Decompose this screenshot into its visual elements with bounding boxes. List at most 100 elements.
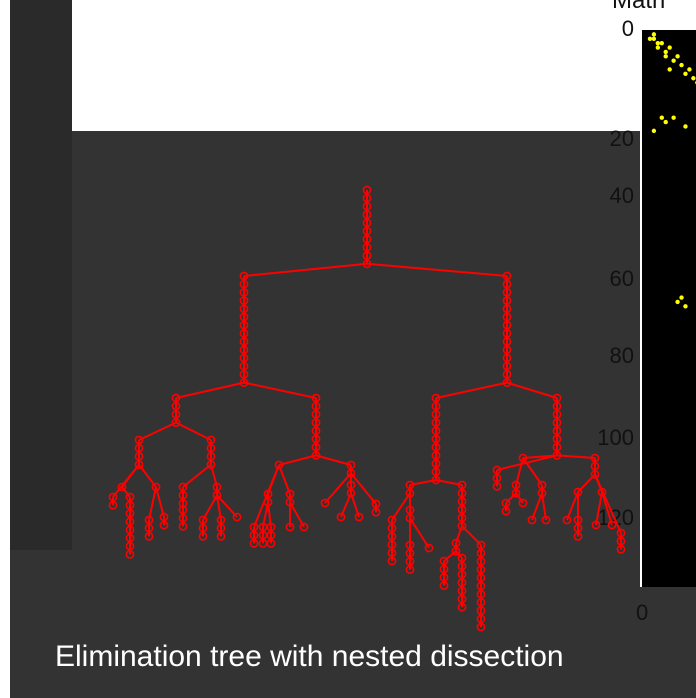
tree-node (159, 520, 169, 530)
tree-node (502, 296, 512, 305)
tree-node (573, 515, 583, 525)
spy-point (659, 40, 664, 46)
left-window-edge (0, 0, 10, 698)
background-dark-panel (10, 0, 72, 550)
tree-node (591, 520, 601, 530)
spy-point (663, 54, 668, 59)
tree-node (171, 401, 181, 411)
tree-edge (324, 472, 352, 504)
tree-edge (435, 381, 508, 399)
tree-node (125, 525, 135, 535)
tree-node (573, 532, 583, 541)
tree-node (476, 622, 486, 632)
tree-node (239, 320, 249, 330)
tree-node (387, 515, 397, 525)
tree-node (552, 434, 562, 444)
tree-node (541, 515, 551, 525)
tree-node (387, 548, 397, 558)
tree-node (451, 546, 461, 556)
tree-node (266, 530, 276, 540)
spy-point (683, 71, 688, 77)
tree-node (311, 418, 321, 427)
tree-node (362, 226, 372, 236)
tree-edge (522, 454, 558, 459)
tree-node (439, 556, 449, 566)
figure-caption: Elimination tree with nested dissection (55, 640, 564, 673)
tree-node (590, 461, 600, 471)
tree-node (144, 523, 154, 533)
tree-node (518, 498, 528, 508)
tree-node (457, 513, 467, 523)
tree-node (502, 361, 512, 371)
y-tick-label: 40 (609, 183, 634, 208)
tree-node (502, 328, 512, 338)
tree-node (537, 480, 547, 490)
tree-node (573, 523, 583, 533)
spy-point (671, 115, 676, 120)
tree-edge (522, 457, 543, 486)
tree-node (134, 443, 144, 453)
tree-node (134, 460, 144, 469)
tree-node (159, 512, 169, 522)
tree-node (108, 492, 118, 502)
tree-node (249, 530, 259, 540)
tree-node (501, 506, 511, 516)
tree-edge (515, 457, 524, 486)
tree-edge (315, 454, 352, 466)
tree-node (249, 539, 259, 548)
tree-node (387, 523, 397, 533)
tree-edge (435, 479, 463, 486)
tree-edge (601, 491, 613, 526)
tree-node (607, 520, 617, 530)
y-tick-label: 80 (609, 343, 634, 368)
tree-node (431, 467, 441, 477)
tree-node (502, 271, 512, 281)
spy-point (683, 124, 688, 129)
tree-edge (148, 486, 157, 521)
tree-node (311, 393, 321, 403)
tree-edge (278, 464, 291, 495)
tree-node (198, 515, 208, 525)
spy-point (683, 304, 688, 309)
tree-node (125, 500, 135, 510)
tree-node (125, 550, 135, 559)
tree-node (206, 435, 216, 445)
tree-node (457, 521, 467, 531)
tree-node (492, 465, 502, 475)
tree-node (206, 443, 216, 453)
tree-edge (391, 492, 411, 521)
tree-node (431, 459, 441, 468)
tree-node (451, 538, 461, 548)
tree-edge (175, 381, 245, 399)
tree-node (476, 581, 486, 591)
tree-node (405, 548, 415, 558)
tree-node (457, 480, 467, 490)
tree-node (457, 488, 467, 498)
tree-node (511, 488, 521, 498)
tree-edge (138, 421, 177, 441)
tree-edge (243, 381, 317, 399)
tree-edge (278, 454, 317, 466)
tree-node (362, 242, 372, 252)
tree-node (502, 369, 512, 379)
tree-node (439, 564, 449, 574)
tree-node (476, 540, 486, 550)
tree-node (239, 345, 249, 355)
spy-point (663, 119, 668, 125)
tree-node (371, 507, 381, 517)
tree-node (362, 193, 372, 203)
tree-node (405, 505, 415, 515)
tree-node (178, 490, 188, 500)
tree-edge (216, 494, 238, 518)
tree-node (171, 418, 181, 427)
tree-node (239, 296, 249, 305)
tree-node (405, 540, 415, 550)
tree-node (239, 312, 249, 322)
spy-point (659, 115, 664, 120)
spy-point (679, 62, 684, 68)
tree-node (274, 460, 284, 470)
tree-node (476, 557, 486, 566)
tree-edge (541, 493, 547, 521)
tree-node (362, 251, 372, 260)
